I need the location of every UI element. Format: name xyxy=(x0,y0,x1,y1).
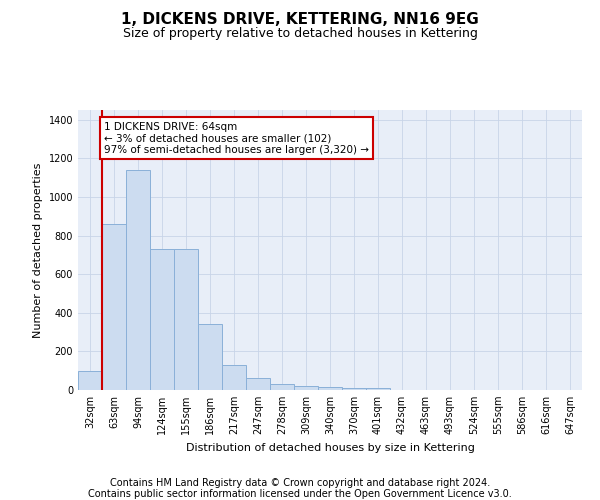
Bar xyxy=(246,378,270,390)
Bar xyxy=(126,170,150,390)
Text: 1 DICKENS DRIVE: 64sqm
← 3% of detached houses are smaller (102)
97% of semi-det: 1 DICKENS DRIVE: 64sqm ← 3% of detached … xyxy=(104,122,369,155)
Bar xyxy=(318,386,342,390)
Bar xyxy=(78,370,102,390)
Bar xyxy=(198,324,222,390)
Text: Contains HM Land Registry data © Crown copyright and database right 2024.: Contains HM Land Registry data © Crown c… xyxy=(110,478,490,488)
Text: 1, DICKENS DRIVE, KETTERING, NN16 9EG: 1, DICKENS DRIVE, KETTERING, NN16 9EG xyxy=(121,12,479,28)
Bar xyxy=(150,249,174,390)
Text: Size of property relative to detached houses in Kettering: Size of property relative to detached ho… xyxy=(122,28,478,40)
Bar xyxy=(294,386,318,390)
Bar xyxy=(366,388,390,390)
Bar xyxy=(270,384,294,390)
X-axis label: Distribution of detached houses by size in Kettering: Distribution of detached houses by size … xyxy=(185,442,475,452)
Bar xyxy=(102,224,126,390)
Bar xyxy=(174,249,198,390)
Y-axis label: Number of detached properties: Number of detached properties xyxy=(33,162,43,338)
Text: Contains public sector information licensed under the Open Government Licence v3: Contains public sector information licen… xyxy=(88,489,512,499)
Bar xyxy=(342,388,366,390)
Bar xyxy=(222,365,246,390)
